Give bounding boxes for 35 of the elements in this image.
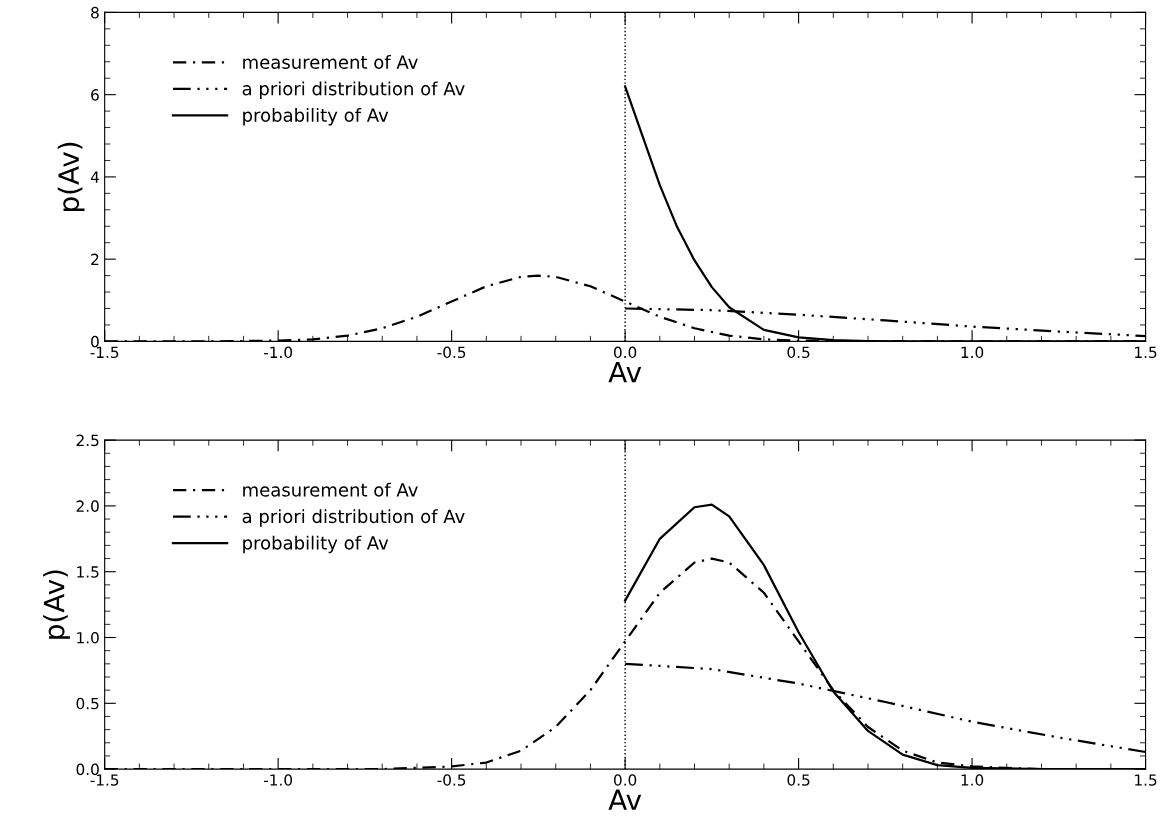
y-axis-title: p(Av) [43,570,70,639]
x-axis-title: Av [608,361,642,383]
y-tick-label: 4 [90,171,99,183]
y-tick-label: 6 [91,89,99,101]
x-tick-label: -1.0 [263,346,293,359]
legend-label: probability of Av [243,107,389,126]
legend-label: a priori distribution of Av [242,81,465,99]
legend-label: measurement of Av [243,482,418,497]
y-tick-label: 1.0 [77,631,99,644]
x-tick-label: 0.5 [787,774,810,786]
legend-label: measurement of Av [243,54,418,69]
x-tick-label: -1.5 [90,346,119,359]
x-tick-label: 1.5 [1135,774,1157,786]
y-tick-label: 0 [91,335,99,348]
x-tick-label: -0.5 [437,774,466,786]
y-tick-label: 2.0 [76,500,99,512]
x-tick-label: -1.0 [263,774,293,786]
x-tick-label: 0.0 [613,774,637,786]
x-tick-label: 1.0 [961,774,984,786]
legend-label: probability of Av [243,535,389,554]
y-tick-label: 8 [91,6,99,19]
x-axis-title: Av [608,789,642,810]
legend-label: a priori distribution of Av [242,509,465,527]
x-tick-label: 0.0 [613,346,637,359]
y-tick-label: 2 [91,253,99,265]
y-axis-title: p(Av) [57,142,85,211]
x-tick-label: 1.0 [961,346,984,359]
y-tick-label: 0.5 [76,697,99,710]
x-tick-label: 1.5 [1135,346,1157,359]
y-tick-label: 0.0 [76,763,99,776]
x-tick-label: -1.5 [90,774,119,786]
y-tick-label: 1.5 [77,566,99,578]
y-tick-label: 2.5 [76,434,99,447]
x-tick-label: 0.5 [787,346,810,359]
x-tick-label: -0.5 [437,346,466,359]
